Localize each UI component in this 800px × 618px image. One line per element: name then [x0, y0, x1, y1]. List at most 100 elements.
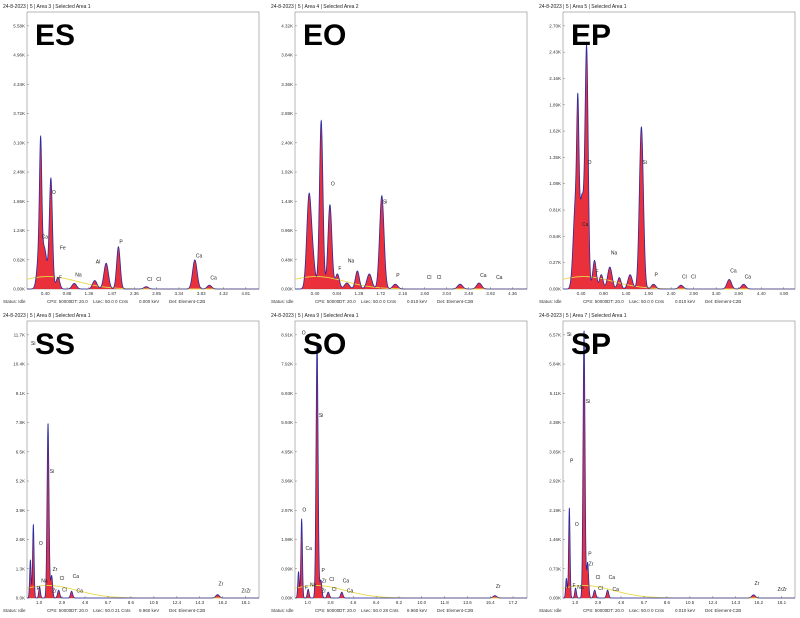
y-tick-label: 0.00K	[13, 287, 25, 292]
x-tick-label: 2.40	[667, 291, 676, 296]
x-tick-label: 6.7	[641, 600, 648, 605]
x-tick-label: 16.2	[218, 600, 227, 605]
peak-label: Zr	[755, 581, 760, 587]
y-tick-label: 0.99K	[281, 566, 293, 571]
x-tick-label: 8.2	[396, 600, 403, 605]
x-tick-label: 4.81	[241, 291, 250, 296]
x-tick-label: 13.6	[463, 600, 472, 605]
spectrum-line	[295, 343, 527, 599]
y-tick-label: 1.46K	[549, 537, 561, 542]
y-tick-label: 3.9K	[16, 508, 25, 513]
y-tick-label: 0.48K	[281, 257, 293, 262]
y-tick-label: 2.88K	[281, 111, 293, 116]
peak-label: Ca	[730, 269, 737, 275]
peak-label: O	[302, 508, 306, 514]
spectrum-fill	[295, 343, 527, 598]
status-field: DT: 20.0	[607, 299, 624, 304]
y-tick-label: 9.1K	[16, 391, 25, 396]
panel-header: 24-8-2023 | 5 | Area 4 | Selected Area 2	[271, 4, 359, 10]
status-field: 0.000 keV	[139, 299, 159, 304]
y-tick-label: 7.8K	[16, 420, 25, 425]
peak-label: O	[52, 190, 56, 196]
y-tick-label: 5.2K	[16, 479, 25, 484]
y-tick-label: 3.65K	[549, 449, 561, 454]
peak-label: O	[588, 160, 592, 166]
peak-label: Na	[611, 251, 618, 257]
peak-label: Zr	[496, 584, 501, 590]
x-tick-label: 0.40	[41, 291, 50, 296]
x-tick-label: 1.0	[305, 600, 312, 605]
peak-label: O	[575, 522, 579, 528]
status-field: DT: 20.0	[339, 299, 356, 304]
peak-label: P	[570, 458, 574, 464]
y-tick-label: 4.32K	[281, 23, 293, 28]
x-tick-label: 6.7	[105, 600, 112, 605]
spectrum-panel-so: 24-8-2023 | 5 | Area 9 | Selected Area 1…	[269, 311, 531, 616]
peak-label: Zr	[219, 582, 224, 588]
x-tick-label: 2.9	[595, 600, 602, 605]
status-field: DT: 20.0	[71, 299, 88, 304]
y-tick-label: 1.44K	[281, 199, 293, 204]
y-tick-label: 3.72K	[13, 111, 25, 116]
peak-label: Na	[577, 585, 584, 591]
status-field: Status: Idle	[3, 299, 26, 304]
x-tick-label: 10.5	[685, 600, 694, 605]
y-tick-label: 0.00K	[281, 596, 293, 601]
y-tick-label: 0.0K	[16, 596, 25, 601]
status-field: 0 Cnts	[115, 299, 129, 304]
x-tick-label: 3.92	[486, 291, 495, 296]
peak-label: Si	[319, 413, 323, 419]
spectrum-svg: 24-8-2023 | 5 | Area 3 | Selected Area 1…	[3, 4, 260, 304]
status-field: 0 Cnts	[651, 299, 665, 304]
status-field: Lsec: 50.0	[93, 608, 114, 613]
spectrum-fill	[27, 423, 259, 598]
y-tick-label: 2.19K	[549, 508, 561, 513]
y-tick-label: 1.3K	[16, 566, 25, 571]
y-tick-label: 2.70K	[549, 23, 561, 28]
x-tick-label: 4.6	[350, 600, 357, 605]
peak-label: Zr	[322, 578, 327, 584]
x-tick-label: 2.16	[398, 291, 407, 296]
status-field: 0.010 keV	[675, 299, 695, 304]
peak-label: O	[39, 541, 43, 547]
peak-label: Cl	[596, 575, 601, 581]
status-field: Status: Idle	[271, 299, 294, 304]
peak-label: Zr	[321, 589, 326, 595]
x-tick-label: 0.84	[333, 291, 342, 296]
peak-label: P	[396, 273, 400, 279]
peak-label: Cl	[691, 274, 696, 280]
y-tick-label: 0.54K	[549, 234, 561, 239]
status-field: Det: Element-C2B	[705, 299, 741, 304]
y-tick-label: 2.48K	[13, 170, 25, 175]
spectrum-line	[563, 44, 795, 290]
plot-frame	[294, 320, 528, 599]
status-field: Det: Element-C2B	[437, 299, 473, 304]
peak-label: Ca	[343, 578, 350, 584]
peak-label: P	[321, 568, 325, 574]
panel-header: 24-8-2023 | 5 | Area 3 | Selected Area 1	[3, 4, 91, 10]
status-field: CPS: 50000	[47, 608, 72, 613]
peak-label: Cl	[62, 587, 67, 593]
sample-label: EP	[571, 19, 611, 52]
sample-label: SS	[35, 328, 75, 361]
status-field: Det: Element-C2B	[169, 608, 205, 613]
x-tick-label: 3.40	[712, 291, 721, 296]
x-tick-label: 14.3	[195, 600, 204, 605]
peak-label: Al	[96, 260, 100, 266]
y-tick-label: 5.94K	[281, 420, 293, 425]
x-tick-label: 1.0	[572, 600, 579, 605]
y-tick-label: 1.98K	[281, 537, 293, 542]
status-field: Status: Idle	[539, 608, 562, 613]
peak-label: Ca	[210, 276, 217, 282]
peak-label: Cl	[682, 274, 687, 280]
x-tick-label: 18.1	[777, 600, 786, 605]
peak-label: Si	[50, 469, 54, 475]
peak-label: O	[331, 182, 335, 188]
peak-label: Zr	[589, 561, 594, 567]
y-tick-label: 2.16K	[549, 76, 561, 81]
peak-label: F	[305, 586, 308, 592]
peak-label: Cl	[147, 277, 152, 283]
x-tick-label: 4.36	[508, 291, 517, 296]
y-tick-label: 3.84K	[281, 53, 293, 58]
peak-label: Si	[383, 200, 387, 206]
